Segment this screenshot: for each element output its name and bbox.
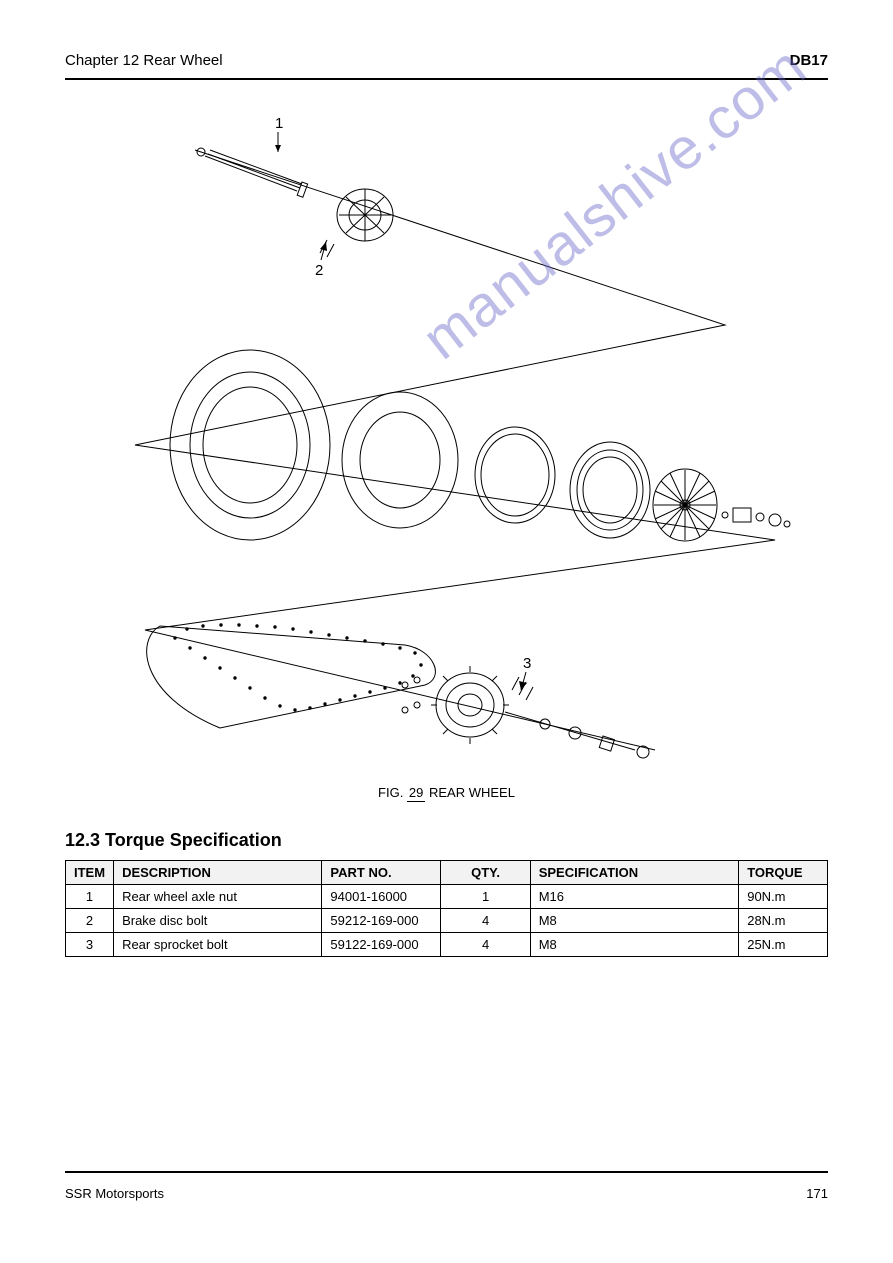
section-title: 12.3 Torque Specification — [65, 830, 282, 851]
th-torque: TORQUE — [739, 861, 828, 885]
callout-1: 1 — [275, 115, 283, 132]
callout-2: 2 — [315, 262, 323, 279]
header-model: DB17 — [790, 52, 828, 69]
footer-brand: SSR Motorsports — [65, 1186, 164, 1201]
figure-caption: FIG. 29 REAR WHEEL — [0, 785, 893, 802]
table-row: 2 Brake disc bolt 59212-169-000 4 M8 28N… — [66, 909, 828, 933]
figure-caption-prefix: FIG. — [378, 785, 407, 800]
th-partno: PART NO. — [322, 861, 441, 885]
exploded-view-drawing: 1 2 3 — [105, 110, 805, 780]
header-chapter: Chapter 12 Rear Wheel — [65, 52, 223, 69]
callout-3: 3 — [523, 655, 531, 672]
footer-page-number: 171 — [806, 1186, 828, 1201]
page: Chapter 12 Rear Wheel DB17 — [0, 0, 893, 1263]
th-qty: QTY. — [441, 861, 530, 885]
table-row: 3 Rear sprocket bolt 59122-169-000 4 M8 … — [66, 933, 828, 957]
th-item: ITEM — [66, 861, 114, 885]
th-spec: SPECIFICATION — [530, 861, 739, 885]
top-rule — [65, 78, 828, 80]
table-row: 1 Rear wheel axle nut 94001-16000 1 M16 … — [66, 885, 828, 909]
figure-caption-number: 29 — [407, 785, 425, 802]
figure-caption-suffix: REAR WHEEL — [425, 785, 515, 800]
th-description: DESCRIPTION — [114, 861, 322, 885]
torque-table: ITEM DESCRIPTION PART NO. QTY. SPECIFICA… — [65, 860, 828, 957]
table-header-row: ITEM DESCRIPTION PART NO. QTY. SPECIFICA… — [66, 861, 828, 885]
bottom-rule — [65, 1171, 828, 1173]
